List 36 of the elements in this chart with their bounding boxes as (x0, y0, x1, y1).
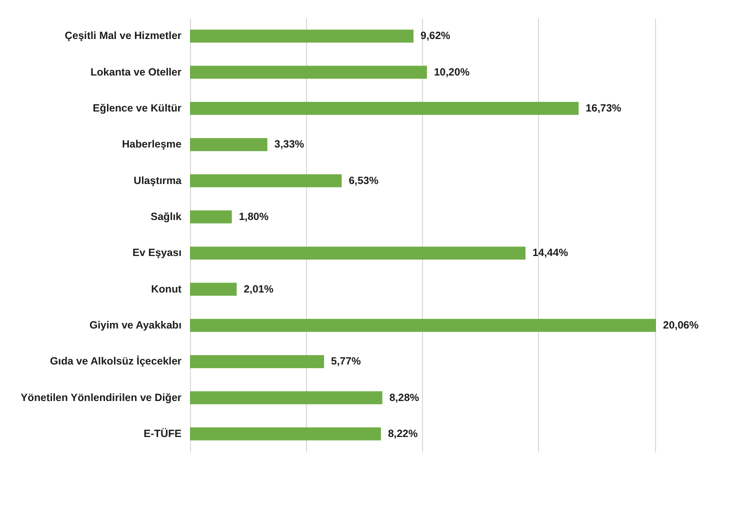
data-label: 9,62% (420, 30, 451, 42)
data-label: 1,80% (238, 210, 270, 223)
y-tick-label: Yönetilen Yönlendirilen ve Diğer (20, 392, 182, 404)
y-tick-label: Eğlence ve Kültür (92, 102, 182, 114)
bar (190, 174, 342, 188)
bar (190, 318, 656, 332)
bar (190, 210, 232, 224)
bar (190, 66, 427, 79)
y-tick-label: Giyim ve Ayakkabı (89, 319, 182, 332)
data-label: 6,53% (348, 174, 380, 187)
bar (190, 282, 237, 296)
bar (190, 30, 414, 43)
y-tick-label: Konut (151, 283, 182, 296)
data-label: 14,44% (532, 247, 569, 260)
y-tick-label: Ev Eşyası (132, 247, 182, 260)
bar (190, 391, 382, 404)
y-tick-label: Gıda ve Alkolsüz İçecekler (50, 356, 182, 368)
y-tick-label: Çeşitli Mal ve Hizmetler (64, 30, 182, 42)
bar (190, 355, 324, 368)
data-label: 20,06% (663, 319, 700, 332)
bar (190, 246, 526, 260)
data-label: 3,33% (274, 138, 305, 151)
y-tick-label: Lokanta ve Oteller (90, 66, 182, 78)
bar (190, 102, 579, 115)
data-label: 16,73% (586, 102, 622, 114)
y-tick-label: E-TÜFE (144, 428, 182, 440)
data-label: 2,01% (244, 283, 274, 296)
data-label: 5,77% (331, 356, 362, 368)
y-tick-label: Haberleşme (122, 138, 182, 151)
data-label: 8,28% (389, 392, 420, 404)
data-label: 8,22% (388, 428, 418, 440)
data-label: 10,20% (434, 66, 470, 78)
bar (190, 427, 381, 440)
bar (190, 138, 268, 152)
y-tick-label: Ulaştırma (134, 174, 182, 187)
y-tick-label: Sağlık (150, 210, 182, 223)
